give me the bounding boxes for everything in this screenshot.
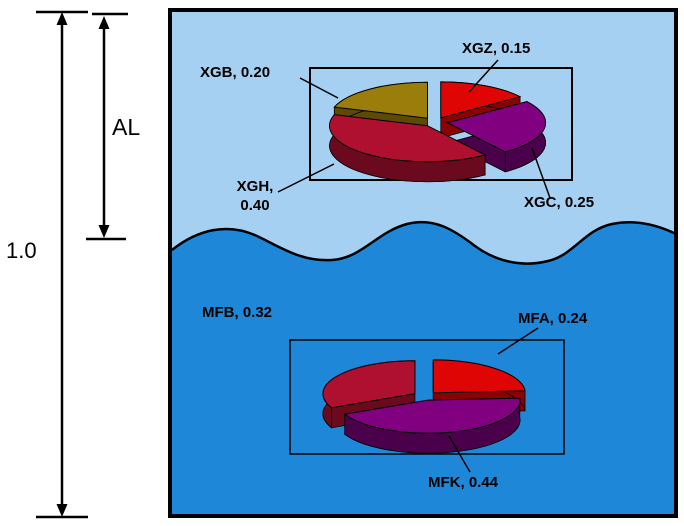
- upper-pie-chart: [329, 81, 547, 183]
- callout-mfa: MFA, 0.24: [518, 310, 588, 327]
- total-height-label: 1.0: [6, 238, 37, 263]
- callout-xgb: XGB, 0.20: [200, 64, 271, 81]
- leader-lines: [277, 59, 551, 473]
- lower-plot-border: [289, 339, 565, 455]
- lower-pie-chart: [322, 359, 526, 454]
- wave-line: [172, 220, 674, 265]
- tank-box: XGZ, 0.15 XGB, 0.20 XGH, 0.40 XGC, 0.25 …: [168, 8, 678, 518]
- leader-mfa: [497, 327, 539, 355]
- callout-xgz: XGZ, 0.15: [462, 40, 531, 57]
- water-lower-region: [172, 222, 674, 514]
- callout-xgh: XGH, 0.40: [236, 178, 274, 214]
- leader-xgz: [468, 59, 499, 93]
- leader-xgb: [299, 77, 339, 99]
- leader-xgh: [277, 163, 335, 193]
- al-height-arrow: [98, 16, 110, 238]
- leader-mfk: [448, 435, 471, 473]
- dimension-gauge: [36, 10, 128, 519]
- callout-mfb: MFB, 0.32: [202, 304, 273, 321]
- callout-mfk: MFK, 0.44: [428, 474, 499, 491]
- leader-xgc: [531, 147, 551, 199]
- al-height-label: AL: [112, 114, 141, 140]
- tank-graphics: [172, 59, 674, 514]
- total-height-arrow: [56, 12, 68, 517]
- callout-xgc: XGC, 0.25: [524, 194, 595, 211]
